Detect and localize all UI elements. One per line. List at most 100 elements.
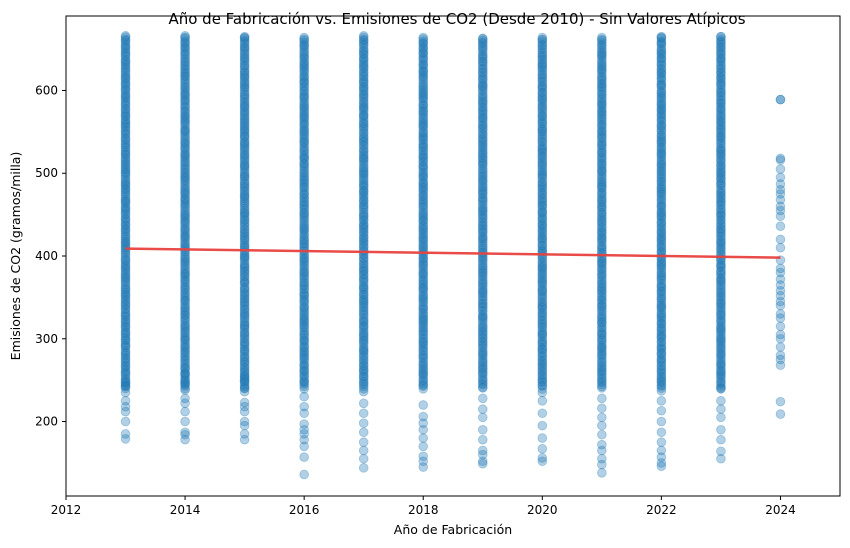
scatter-point [180, 85, 190, 96]
scatter-point [299, 146, 309, 157]
scatter-point [180, 210, 190, 221]
scatter-point [120, 234, 131, 245]
scatter-point [239, 277, 250, 288]
scatter-point [120, 270, 131, 281]
scatter-point [239, 150, 250, 161]
scatter-point [120, 309, 131, 319]
scatter-point [120, 338, 131, 348]
scatter-point [120, 97, 131, 108]
scatter-point [180, 197, 190, 208]
scatter-point [299, 391, 309, 402]
scatter-point [120, 322, 131, 333]
scatter-point [120, 343, 131, 353]
scatter-point [299, 34, 309, 44]
scatter-point [299, 325, 309, 336]
scatter-point [239, 53, 250, 64]
x-tick-label: 2014 [170, 503, 201, 517]
scatter-point [239, 351, 250, 362]
scatter-point [239, 234, 250, 244]
scatter-point [239, 252, 250, 262]
scatter-point [239, 215, 250, 226]
scatter-point [239, 299, 250, 310]
scatter-point [120, 292, 131, 302]
scatter-point [299, 265, 309, 276]
scatter-point [299, 303, 309, 313]
scatter-point [120, 287, 131, 298]
scatter-point [239, 55, 250, 66]
scatter-point [180, 363, 190, 374]
scatter-point [120, 168, 131, 178]
scatter-point [299, 305, 309, 316]
scatter-point [180, 39, 190, 49]
scatter-point [239, 108, 250, 119]
scatter-point [716, 404, 726, 414]
scatter-point [180, 199, 190, 209]
scatter-point [299, 56, 309, 66]
scatter-point [180, 42, 190, 53]
scatter-point [716, 383, 726, 394]
scatter-point [180, 134, 190, 145]
scatter-point [239, 205, 250, 216]
scatter-point [239, 214, 250, 225]
scatter-point [239, 158, 250, 168]
scatter-point [299, 168, 309, 179]
scatter-point [597, 468, 607, 478]
scatter-point [239, 294, 250, 304]
scatter-point [180, 194, 190, 204]
scatter-point [120, 396, 131, 406]
scatter-point [299, 155, 309, 166]
scatter-point [358, 437, 369, 448]
scatter-point [120, 86, 131, 96]
scatter-point [180, 230, 190, 241]
scatter-point [239, 208, 250, 219]
scatter-point [180, 117, 190, 127]
scatter-point [239, 334, 250, 344]
scatter-point [239, 313, 250, 324]
scatter-point [180, 434, 190, 445]
scatter-point [299, 115, 309, 126]
scatter-point [180, 106, 190, 117]
scatter-point [299, 218, 309, 228]
scatter-point [180, 168, 190, 179]
scatter-point [239, 372, 250, 383]
scatter-point [120, 64, 131, 75]
scatter-point [180, 256, 190, 267]
scatter-point [775, 309, 786, 319]
scatter-point [120, 370, 131, 380]
scatter-point [120, 154, 131, 165]
scatter-point [120, 224, 131, 235]
scatter-point [239, 102, 250, 113]
scatter-point [180, 128, 190, 138]
scatter-point [299, 149, 309, 159]
scatter-point [299, 193, 309, 204]
scatter-point [120, 192, 131, 203]
scatter-point [299, 82, 309, 93]
scatter-point [120, 321, 131, 332]
scatter-point [239, 63, 250, 73]
scatter-point [775, 242, 786, 253]
scatter-point [239, 339, 250, 350]
scatter-point [120, 186, 131, 197]
scatter-point [120, 429, 131, 439]
scatter-point [239, 89, 250, 99]
scatter-point [716, 446, 726, 457]
scatter-point [120, 180, 131, 190]
scatter-point [775, 263, 786, 274]
scatter-point [120, 340, 131, 350]
x-tick-label: 2024 [765, 503, 796, 517]
scatter-point [299, 372, 309, 382]
scatter-point [239, 110, 250, 121]
scatter-point [299, 330, 309, 341]
scatter-point [180, 48, 190, 59]
scatter-point [239, 260, 250, 270]
scatter-point [180, 238, 190, 249]
scatter-point [239, 199, 250, 210]
scatter-point [120, 383, 131, 394]
scatter-point [775, 409, 786, 419]
scatter-point [239, 357, 250, 368]
scatter-point [120, 41, 131, 51]
scatter-point [120, 159, 131, 170]
scatter-point [239, 210, 250, 221]
scatter-point [239, 31, 250, 42]
